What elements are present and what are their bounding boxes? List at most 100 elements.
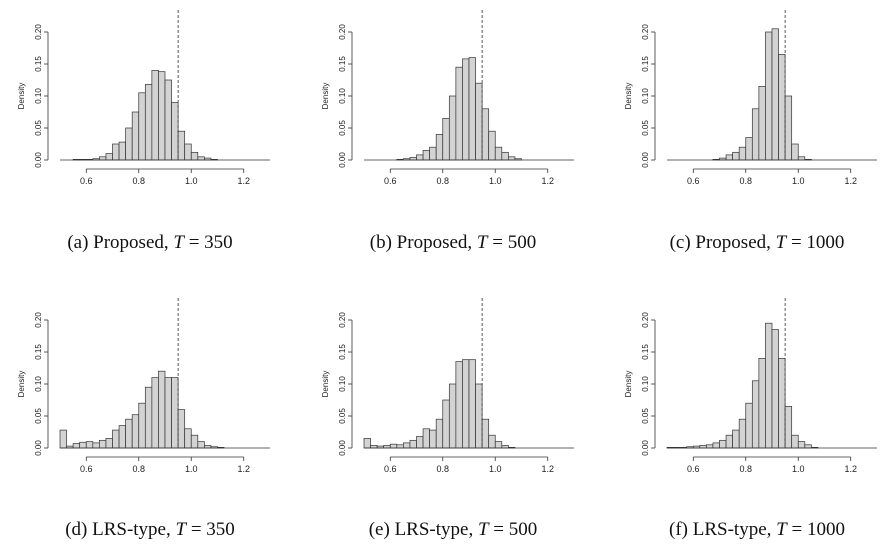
y-tick-label: 0.00	[641, 152, 650, 168]
y-tick-label: 0.05	[641, 408, 650, 424]
histogram-bar	[738, 418, 747, 449]
histogram-bar	[144, 386, 153, 449]
histogram-bar	[448, 383, 457, 449]
histogram-bar	[462, 359, 470, 449]
histogram-bar	[72, 443, 81, 449]
panel-4: 0.6 0.8 1.0 1.2 0.00 0.05 0.10 0.15 0.20 Density (…	[17, 298, 270, 540]
x-tick-label: 1.0	[185, 464, 198, 474]
panel-5: 0.6 0.8 1.0 1.2 0.00 0.05 0.10 0.15 0.20 Density (…	[321, 298, 574, 540]
histogram-bar	[184, 143, 192, 161]
y-tick-label: 0.20	[34, 24, 43, 40]
histogram-bar	[732, 429, 740, 449]
histogram-bar	[725, 154, 733, 161]
histogram-bar	[138, 92, 146, 161]
histogram-bar	[151, 70, 159, 161]
y-tick-label: 0.15	[338, 56, 347, 72]
histogram-bar	[778, 54, 786, 161]
histogram-bar	[771, 329, 779, 449]
x-tick-label: 0.8	[739, 464, 752, 474]
x-tick-label: 1.2	[541, 176, 554, 186]
histogram-bar	[468, 359, 476, 449]
x-tick-label: 0.6	[687, 176, 700, 186]
panel-1: 0.6 0.8 1.0 1.2 0.00 0.05 0.10 0.15 0.20 Density (…	[17, 10, 270, 253]
histogram-bar	[758, 86, 766, 161]
y-tick-label: 0.20	[641, 24, 650, 40]
histogram-bar	[712, 442, 720, 449]
x-tick-label: 0.6	[384, 464, 397, 474]
panel-caption: (b) Proposed, T = 500	[370, 232, 536, 253]
histogram-bar	[131, 111, 140, 161]
histogram-bar	[403, 442, 411, 449]
histogram-bar	[738, 146, 747, 161]
histogram-bar	[370, 445, 378, 449]
y-tick-label: 0.20	[34, 312, 43, 328]
x-tick-label: 0.8	[739, 176, 752, 186]
histogram-bar	[804, 444, 812, 449]
histogram-bar	[725, 434, 733, 449]
histogram-bar	[190, 434, 199, 449]
histogram-bar	[494, 441, 503, 449]
histogram-bar	[429, 146, 437, 161]
panel-caption: (a) Proposed, T = 350	[67, 232, 232, 253]
histogram-bar	[488, 130, 496, 161]
histogram-bar	[416, 154, 424, 161]
histogram-bar	[435, 418, 444, 449]
histogram-bar	[488, 434, 496, 449]
y-tick-label: 0.00	[34, 152, 43, 168]
y-tick-label: 0.15	[641, 344, 650, 360]
histogram-bar	[797, 441, 806, 449]
y-tick-label: 0.10	[338, 88, 347, 104]
y-tick-label: 0.00	[641, 440, 650, 456]
histogram-bar	[791, 434, 799, 449]
histogram-bar	[422, 150, 430, 161]
histogram-bar	[171, 377, 179, 449]
histogram-bar	[442, 118, 450, 161]
x-tick-label: 0.6	[80, 464, 93, 474]
histogram-bar	[138, 402, 146, 449]
histogram-bar	[389, 443, 398, 449]
histogram-bar	[184, 428, 192, 449]
y-tick-label: 0.10	[34, 88, 43, 104]
x-tick-label: 0.6	[687, 464, 700, 474]
histogram-bar	[125, 127, 133, 161]
histogram-bar	[455, 361, 463, 449]
histogram-bar	[765, 322, 773, 449]
y-tick-label: 0.10	[338, 376, 347, 392]
histogram-bar	[745, 402, 753, 449]
histogram-bar	[383, 445, 391, 449]
x-tick-label: 0.8	[436, 176, 449, 186]
histogram-bar	[765, 31, 773, 161]
y-tick-label: 0.05	[641, 120, 650, 136]
histogram-bar	[494, 146, 503, 161]
y-tick-label: 0.05	[338, 408, 347, 424]
x-tick-label: 0.8	[436, 464, 449, 474]
y-axis-label: Density	[624, 371, 633, 398]
histogram-bar	[422, 428, 430, 449]
histogram-bar	[719, 439, 727, 449]
histogram-bar	[409, 157, 417, 161]
histogram-bar	[85, 441, 94, 449]
histogram-bar	[751, 380, 760, 449]
histogram-bar	[158, 71, 166, 161]
x-tick-label: 1.2	[237, 176, 250, 186]
histogram-bar	[732, 151, 740, 161]
histogram-bar	[151, 377, 159, 449]
histogram-bar	[784, 95, 793, 161]
x-tick-label: 0.6	[80, 176, 93, 186]
x-tick-label: 1.2	[844, 464, 857, 474]
histogram-bar	[92, 442, 100, 449]
panel-3: 0.6 0.8 1.0 1.2 0.00 0.05 0.10 0.15 0.20 Density (…	[624, 10, 877, 253]
y-tick-label: 0.00	[34, 440, 43, 456]
histogram-bar	[475, 82, 483, 161]
y-tick-label: 0.15	[34, 344, 43, 360]
x-tick-label: 1.2	[541, 464, 554, 474]
y-axis-label: Density	[321, 83, 330, 110]
histogram-bar	[363, 438, 371, 449]
histogram-bar	[99, 439, 107, 449]
histogram-bar	[164, 377, 172, 449]
histogram-bar	[59, 429, 67, 449]
histogram-bar	[706, 444, 714, 449]
panel-6: 0.6 0.8 1.0 1.2 0.00 0.05 0.10 0.15 0.20 Density (…	[624, 298, 877, 540]
x-tick-label: 1.2	[844, 176, 857, 186]
histogram-bar	[468, 57, 476, 161]
